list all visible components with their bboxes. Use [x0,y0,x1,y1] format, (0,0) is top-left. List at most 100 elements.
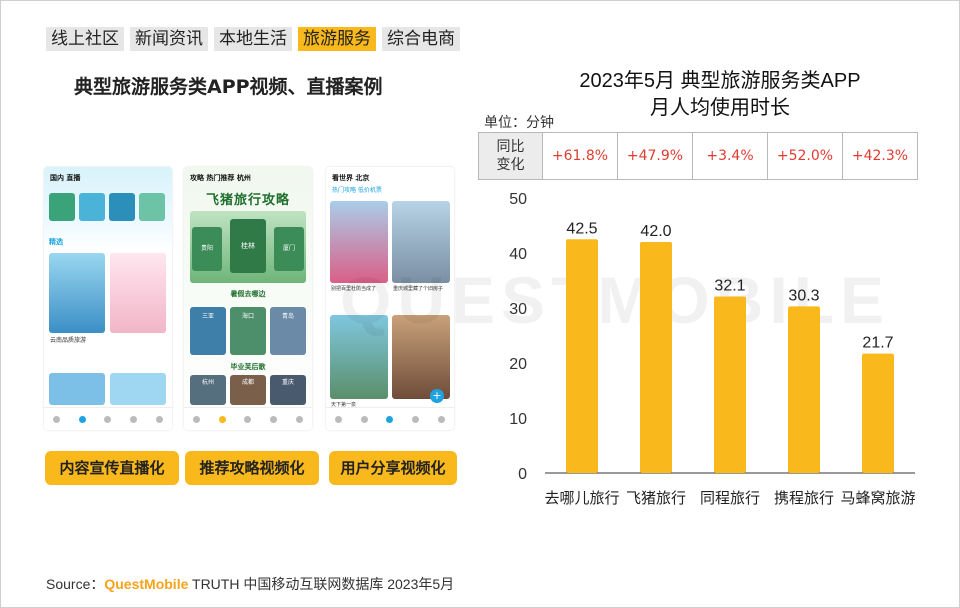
city-card[interactable]: 厦门 [274,227,304,271]
nav-icon[interactable] [193,415,201,423]
post-caption: 天下第一泉 [331,402,357,408]
case-label-livestream: 内容宣传直播化 [45,451,179,485]
city-card[interactable]: 重庆 [270,375,306,405]
city-card[interactable]: 成都 [230,375,266,405]
yoy-value: +42.3% [842,132,918,180]
city-card[interactable]: 三亚 [190,307,226,355]
nav-icon[interactable] [412,415,420,423]
bar-value-label: 32.1 [714,277,745,294]
nav-icon[interactable] [335,415,343,423]
y-tick-label: 50 [509,191,527,208]
nav-icon[interactable] [437,415,445,423]
yoy-value: +3.4% [692,132,768,180]
nav-icon[interactable] [78,415,86,423]
banner-label: 毕业芙后歌 [230,363,266,371]
post-caption: 别把百里杜鹃当成了 [331,286,377,292]
nav-icon[interactable] [295,415,303,423]
bar-value-label: 30.3 [788,287,819,304]
tab-news[interactable]: 新闻资讯 [130,27,208,51]
bar [862,353,894,473]
x-category-label: 携程旅行 [774,489,834,507]
case-label-user-video: 用户分享视频化 [329,451,457,485]
bar [714,296,746,473]
case-label-guide-video: 推荐攻略视频化 [185,451,319,485]
phone-screenshot-guide-video: 攻略 热门推荐 杭州 飞猪旅行攻略 贵阳 桂林 厦门 暑假去哪边 三亚 海口 青… [184,167,312,430]
usage-time-bar-chart: 0 10 20 30 40 50 42.5 去哪儿旅行 42.0 飞猪旅行 32.1 同程旅行 30.3… [509,191,915,507]
bar-value-label: 42.0 [640,223,671,240]
video-thumb[interactable] [49,253,105,333]
source-brand: QuestMobile [104,576,189,592]
source-note: Source：QuestMobile TRUTH 中国移动互联网数据库 2023… [46,574,454,594]
city-card[interactable]: 桂林 [230,219,266,273]
tab-ecommerce[interactable]: 综合电商 [382,27,460,51]
case-section-title: 典型旅游服务类APP视频、直播案例 [74,76,383,98]
phone-header: 国内 直播 [50,174,81,182]
yoy-value: +61.8% [542,132,618,180]
bar-value-label: 42.5 [566,220,597,237]
x-category-label: 马蜂窝旅游 [840,489,915,507]
bar [566,239,598,473]
nav-icon[interactable] [360,415,368,423]
city-card[interactable]: 贵阳 [192,227,222,271]
video-thumb[interactable] [110,373,166,405]
tab-online-community[interactable]: 线上社区 [46,27,124,51]
thumb-image [109,193,135,221]
nav-icon[interactable] [155,415,163,423]
phone-bottom-nav [44,407,172,430]
yoy-value: +52.0% [767,132,843,180]
phone-bottom-nav [184,407,312,430]
x-category-label: 去哪儿旅行 [544,489,619,507]
nav-icon[interactable] [270,415,278,423]
nav-icon[interactable] [53,415,61,423]
yoy-header-line1: 同比 [496,139,525,155]
thumb-image [49,193,75,221]
phone-header: 看世界 北京 [332,174,370,182]
user-post-image[interactable] [392,315,450,399]
video-thumb[interactable] [110,253,166,333]
tab-travel-service[interactable]: 旅游服务 [298,27,376,51]
y-tick-label: 30 [509,301,527,318]
bar-value-label: 21.7 [862,335,893,352]
y-tick-label: 20 [509,356,527,373]
nav-icon[interactable] [130,415,138,423]
phone-header: 攻略 热门推荐 杭州 [190,174,251,182]
nav-icon[interactable] [386,415,394,423]
bar [788,306,820,473]
nav-icon[interactable] [104,415,112,423]
bar [640,242,672,473]
video-thumb[interactable] [49,373,105,405]
phone-screenshot-user-share: 看世界 北京 热门攻略 低价机票 别把百里杜鹃当成了 重庆城里藏了个旧房子 天下… [326,167,454,430]
source-prefix: Source： [46,576,105,592]
yoy-header: 同比 变化 [478,132,543,180]
nav-icon[interactable] [218,415,226,423]
banner-label: 暑假去哪边 [230,290,266,298]
thumb-image [79,193,105,221]
user-post-image[interactable] [330,315,388,399]
add-post-icon[interactable]: + [430,389,444,403]
content-tabs[interactable]: 热门攻略 低价机票 [332,187,382,194]
city-card[interactable]: 青岛 [270,307,306,355]
section-label: 精选 [49,238,63,246]
user-post-image[interactable] [330,201,388,283]
chart-title-line1: 2023年5月 典型旅游服务类APP [579,70,861,92]
phone-bottom-nav [326,407,454,430]
x-category-label: 同程旅行 [700,489,760,507]
user-post-image[interactable] [392,201,450,283]
nav-icon[interactable] [244,415,252,423]
video-caption: 云南品质旅游 [50,337,87,344]
post-caption: 重庆城里藏了个旧房子 [393,286,444,292]
chart-title-line2: 月人均使用时长 [650,97,790,119]
phone-screenshot-livestream: 国内 直播 精选 云南品质旅游 [44,167,172,430]
unit-label: 单位：分钟 [484,115,554,131]
city-card[interactable]: 海口 [230,307,266,355]
y-tick-label: 10 [509,411,527,428]
source-text: TRUTH 中国移动互联网数据库 2023年5月 [188,576,455,592]
chart-title: 2023年5月 典型旅游服务类APP 月人均使用时长 [520,68,920,122]
category-tabs: 线上社区 新闻资讯 本地生活 旅游服务 综合电商 [46,27,460,51]
y-tick-label: 40 [509,246,527,263]
poster-title: 飞猪旅行攻略 [205,193,290,208]
yoy-value: +47.9% [617,132,693,180]
city-card[interactable]: 杭州 [190,375,226,405]
tab-local-life[interactable]: 本地生活 [214,27,292,51]
x-category-label: 飞猪旅行 [626,489,686,507]
